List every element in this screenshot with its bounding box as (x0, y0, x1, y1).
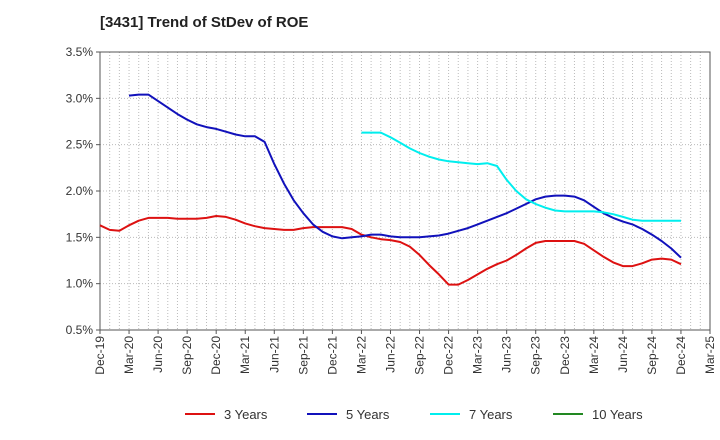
x-tick-label: Mar-23 (471, 336, 485, 374)
x-tick-label: Dec-23 (558, 336, 572, 375)
x-tick-label: Jun-23 (500, 336, 514, 373)
legend-label: 7 Years (469, 407, 513, 422)
series-line-3-years (99, 215, 682, 286)
y-tick-label: 1.0% (66, 277, 94, 291)
y-tick-label: 2.0% (66, 184, 94, 198)
x-tick-label: Jun-22 (383, 336, 397, 373)
x-tick-label: Jun-20 (151, 336, 165, 373)
x-tick-label: Dec-21 (325, 336, 339, 375)
x-tick-label: Dec-19 (93, 336, 107, 375)
x-tick-label: Mar-21 (238, 336, 252, 374)
x-tick-label: Mar-20 (122, 336, 136, 374)
x-tick-label: Jun-21 (267, 336, 281, 373)
y-tick-label: 2.5% (66, 138, 94, 152)
x-tick-label: Sep-24 (645, 336, 659, 375)
x-tick-label: Dec-24 (674, 336, 688, 375)
series-line-5-years (128, 93, 682, 259)
x-tick-label: Sep-22 (413, 336, 427, 375)
x-tick-label: Sep-20 (180, 336, 194, 375)
x-tick-label: Dec-20 (209, 336, 223, 375)
x-tick-label: Sep-21 (296, 336, 310, 375)
y-tick-label: 1.5% (66, 230, 94, 244)
x-tick-label: Jun-24 (616, 336, 630, 373)
x-tick-label: Dec-22 (442, 336, 456, 375)
y-tick-label: 3.5% (66, 45, 94, 59)
x-tick-label: Mar-22 (354, 336, 368, 374)
legend-label: 5 Years (346, 407, 390, 422)
legend-label: 10 Years (592, 407, 643, 422)
legend-label: 3 Years (224, 407, 268, 422)
plot-frame (99, 51, 711, 331)
y-tick-label: 3.0% (66, 91, 94, 105)
series-line-7-years (361, 131, 681, 222)
x-tick-label: Mar-25 (703, 336, 717, 374)
x-tick-label: Mar-24 (587, 336, 601, 374)
x-tick-label: Sep-23 (529, 336, 543, 375)
chart-title: [3431] Trend of StDev of ROE (100, 14, 309, 31)
y-tick-label: 0.5% (66, 323, 94, 337)
